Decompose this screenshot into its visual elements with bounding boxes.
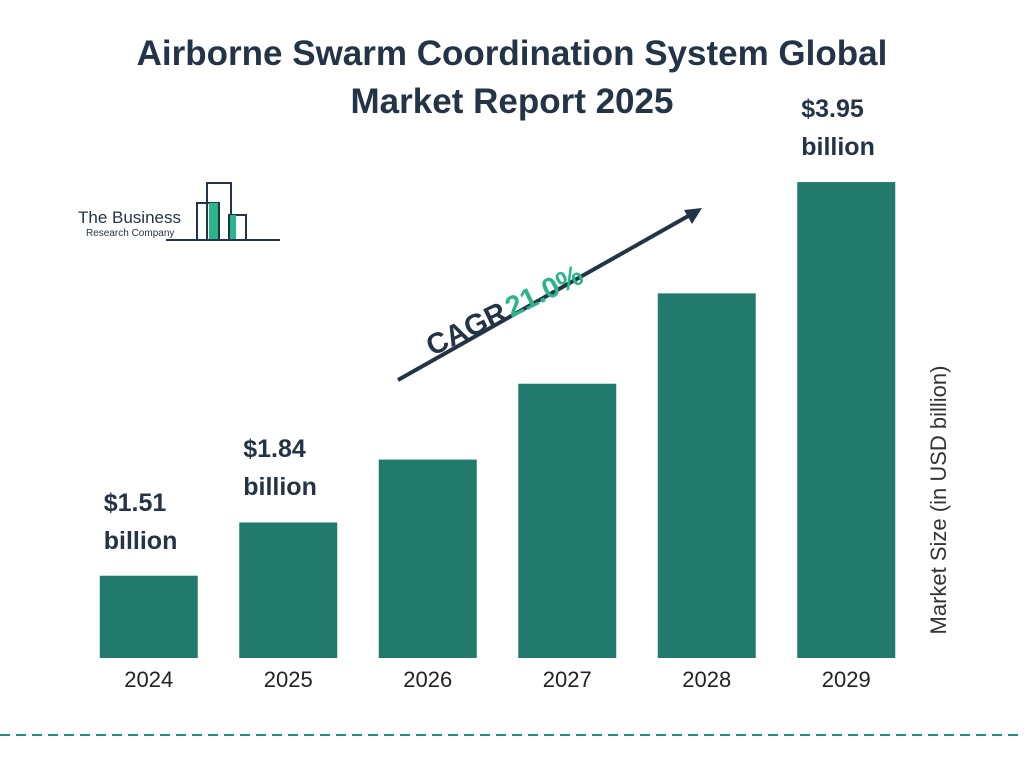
x-tick-label: 2029: [822, 667, 871, 692]
bar: [797, 182, 896, 659]
logo: The Business Research Company: [78, 182, 280, 241]
logo-icon: [209, 203, 218, 240]
x-tick-label: 2024: [124, 667, 173, 692]
bar: [239, 522, 338, 658]
x-tick-label: 2026: [403, 667, 452, 692]
bar: [99, 575, 198, 658]
chart-title: Airborne Swarm Coordination System Globa…: [136, 34, 888, 121]
logo-icon: [230, 215, 236, 240]
value-label: $1.51 billion: [103, 488, 178, 555]
bar: [657, 293, 756, 658]
cagr-label: CAGR: [421, 296, 512, 362]
x-tick-label: 2025: [264, 667, 313, 692]
x-tick-label: 2028: [682, 667, 731, 692]
cagr-value: 21.0%: [500, 259, 588, 324]
cagr-arrow: [397, 213, 691, 382]
value-label: $3.95 billion: [801, 95, 875, 162]
logo-text: The Business: [78, 208, 181, 227]
bar: [378, 459, 477, 658]
x-tick-label: 2027: [543, 667, 592, 692]
y-axis-label: Market Size (in USD billion): [926, 366, 951, 635]
bar: [518, 383, 617, 658]
cagr-arrowhead: [684, 208, 702, 224]
logo-text: Research Company: [86, 228, 174, 239]
value-label: $1.84 billion: [243, 435, 317, 502]
